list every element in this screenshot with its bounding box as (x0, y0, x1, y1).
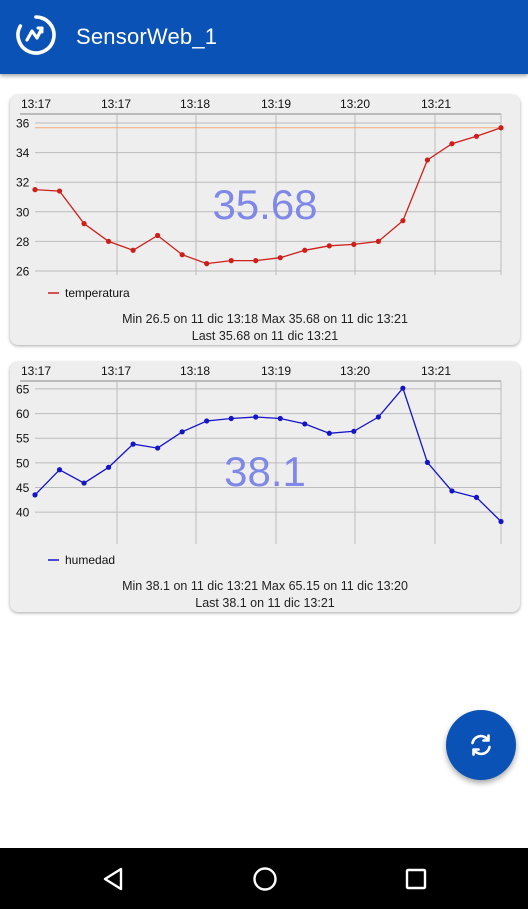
x-tick-label: 13:17 (21, 97, 51, 111)
y-tick-label: 30 (16, 205, 30, 219)
data-point (228, 415, 234, 422)
refresh-button[interactable] (446, 710, 516, 780)
y-tick-label: 32 (16, 176, 30, 190)
data-point (498, 518, 504, 525)
home-circle-icon[interactable] (250, 864, 280, 894)
data-point (302, 421, 308, 427)
data-point (32, 187, 38, 193)
data-point (326, 243, 332, 249)
data-point (473, 133, 480, 139)
data-point (253, 414, 259, 420)
x-tick-label: 13:17 (101, 97, 131, 111)
data-point (375, 238, 381, 244)
stats-min-max: Min 26.5 on 11 dic 13:18 Max 35.68 on 11… (122, 312, 408, 326)
data-point (326, 430, 332, 436)
data-point (81, 480, 87, 486)
data-point (204, 418, 210, 424)
data-point (32, 492, 38, 498)
data-point (204, 261, 210, 267)
series-line-temperatura (34, 127, 502, 265)
data-point (351, 241, 357, 247)
data-point (400, 385, 406, 391)
y-tick-label: 65 (16, 382, 30, 396)
x-tick-label: 13:18 (180, 364, 210, 378)
data-point (400, 218, 406, 224)
recents-square-icon[interactable] (401, 864, 431, 894)
series-line-humedad (34, 386, 502, 522)
data-point (375, 414, 381, 420)
stats-last: Last 38.1 on 11 dic 13:21 (195, 596, 335, 610)
data-point (498, 125, 504, 131)
x-tick-label: 13:18 (180, 97, 210, 111)
app-bar: SensorWeb_1 (0, 0, 528, 74)
y-tick-label: 55 (16, 432, 30, 446)
y-tick-label: 40 (16, 506, 30, 520)
data-point (130, 247, 136, 253)
data-point (155, 232, 161, 239)
data-point (449, 141, 455, 147)
y-tick-label: 60 (16, 407, 30, 421)
current-value: 35.68 (212, 181, 317, 228)
x-tick-label: 13:21 (421, 364, 451, 378)
y-tick-label: 45 (16, 481, 30, 495)
refresh-icon (471, 734, 491, 756)
y-tick-label: 26 (16, 265, 30, 279)
temperature-chart-card[interactable]: 13:17 13:17 13:18 13:19 13:20 13:21 26 28 30 32 34… (10, 95, 520, 345)
data-point (105, 238, 112, 244)
humidity-chart-card[interactable]: 13:17 13:17 13:18 13:19 13:20 13:21 40 45 50 55 60… (10, 362, 520, 612)
x-tick-label: 13:17 (101, 364, 131, 378)
sensor-chart-logo-icon (16, 15, 56, 55)
data-point (130, 441, 136, 447)
y-tick-label: 34 (16, 146, 30, 160)
stats-last: Last 35.68 on 11 dic 13:21 (192, 329, 338, 343)
data-point (179, 429, 185, 435)
system-nav-bar (0, 848, 528, 909)
data-point (277, 255, 283, 261)
stats-min-max: Min 38.1 on 11 dic 13:21 Max 65.15 on 11… (122, 579, 408, 593)
x-tick-label: 13:20 (340, 364, 370, 378)
humidity-chart: 13:17 13:17 13:18 13:19 13:20 13:21 40 45 50 55 60… (16, 364, 504, 610)
data-point (424, 157, 431, 163)
data-point (228, 258, 234, 264)
x-tick-label: 13:19 (261, 364, 291, 378)
data-point (449, 488, 455, 494)
x-tick-label: 13:17 (21, 364, 51, 378)
x-tick-label: 13:20 (340, 97, 370, 111)
temperature-chart: 13:17 13:17 13:18 13:19 13:20 13:21 26 28 30 32 34… (16, 97, 504, 343)
back-triangle-icon[interactable] (99, 864, 129, 894)
x-tick-label: 13:19 (261, 97, 291, 111)
data-point (277, 415, 283, 422)
data-point (56, 467, 63, 473)
data-point (473, 494, 480, 500)
y-tick-label: 28 (16, 235, 30, 249)
data-point (351, 428, 357, 434)
data-point (253, 258, 259, 264)
legend-label: temperatura (65, 286, 130, 300)
y-tick-label: 36 (16, 117, 30, 131)
data-point (424, 459, 431, 465)
data-point (302, 247, 308, 253)
data-point (56, 188, 63, 194)
legend-label: humedad (65, 553, 115, 567)
y-tick-label: 50 (16, 456, 30, 470)
x-tick-label: 13:21 (421, 97, 451, 111)
current-value: 38.1 (224, 448, 306, 495)
data-point (105, 464, 112, 470)
app-title: SensorWeb_1 (76, 24, 218, 49)
data-point (81, 221, 87, 227)
data-point (179, 252, 185, 258)
data-point (155, 445, 161, 451)
